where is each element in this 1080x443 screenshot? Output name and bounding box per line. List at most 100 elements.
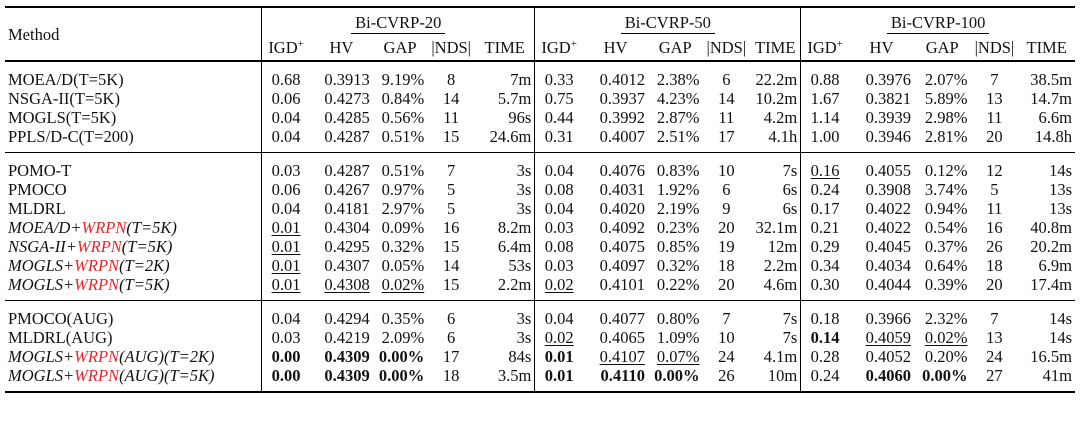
igd-cell: 0.06 bbox=[261, 89, 310, 108]
method-cell: MOGLS+WRPN(T=5K) bbox=[8, 275, 170, 294]
hv-cell: 0.4219 bbox=[324, 328, 370, 347]
nds-cell: 6 bbox=[427, 300, 476, 328]
column-header-hv-g2: HV bbox=[869, 37, 894, 57]
gap-cell: 2.97% bbox=[381, 199, 425, 218]
nds-cell: 20 bbox=[718, 218, 735, 237]
column-header-gap-g1: GAP bbox=[658, 37, 692, 57]
hv-cell: 0.4304 bbox=[324, 218, 370, 237]
igd-cell: 0.00 bbox=[261, 347, 310, 366]
igd-cell: 0.03 bbox=[261, 152, 310, 180]
gap-cell: 0.80% bbox=[647, 300, 703, 328]
gap-cell: 2.07% bbox=[913, 60, 971, 89]
hv-cell: 0.4267 bbox=[324, 180, 370, 199]
hv-cell: 0.4295 bbox=[324, 237, 370, 256]
igd-cell: 0.04 bbox=[261, 108, 310, 127]
gap-cell: 0.83% bbox=[647, 152, 703, 180]
hv-cell: 0.4110 bbox=[583, 366, 648, 393]
hv-cell: 0.4077 bbox=[583, 300, 648, 328]
nds-cell: 11 bbox=[718, 108, 735, 127]
igd-cell: 0.03 bbox=[534, 218, 583, 237]
hv-cell: 0.3908 bbox=[865, 180, 911, 199]
time-cell: 3s bbox=[475, 152, 535, 180]
hv-cell: 0.4287 bbox=[309, 152, 373, 180]
group-header-bicvrp50: Bi-CVRP-50 bbox=[534, 6, 801, 34]
gap-cell: 0.35% bbox=[372, 300, 428, 328]
gap-cell: 1.92% bbox=[656, 180, 700, 199]
time-cell: 53s bbox=[508, 256, 532, 275]
gap-cell: 0.32% bbox=[381, 237, 425, 256]
gap-cell: 2.32% bbox=[913, 300, 971, 328]
time-cell: 40.8m bbox=[1030, 218, 1072, 237]
nds-cell: 13 bbox=[986, 328, 1003, 347]
igd-cell: 0.88 bbox=[800, 60, 849, 89]
time-cell: 6.6m bbox=[1038, 108, 1072, 127]
column-header-hv-g0: HV bbox=[329, 37, 354, 57]
time-cell: 17.4m bbox=[1030, 275, 1072, 294]
time-cell: 4.1h bbox=[768, 127, 798, 146]
hv-cell: 0.4052 bbox=[865, 347, 911, 366]
hv-cell: 0.4101 bbox=[599, 275, 645, 294]
igd-cell: 0.18 bbox=[800, 300, 849, 328]
method-cell: MLDRL bbox=[8, 199, 66, 218]
nds-cell: 17 bbox=[718, 127, 735, 146]
time-cell: 5.7m bbox=[497, 89, 532, 108]
gap-cell: 2.98% bbox=[924, 108, 968, 127]
method-cell: MOGLS(T=5K) bbox=[8, 108, 117, 127]
gap-cell: 0.02% bbox=[924, 328, 968, 347]
igd-cell: 1.67 bbox=[800, 89, 849, 108]
gap-cell: 4.23% bbox=[656, 89, 700, 108]
nds-cell: 7 bbox=[970, 300, 1019, 328]
igd-cell: 0.04 bbox=[261, 127, 310, 153]
igd-cell: 0.28 bbox=[800, 347, 849, 366]
time-cell: 2.2m bbox=[497, 275, 532, 294]
igd-cell: 0.03 bbox=[534, 256, 583, 275]
nds-cell: 13 bbox=[986, 89, 1003, 108]
igd-cell: 0.02 bbox=[534, 328, 583, 347]
gap-cell: 0.00% bbox=[378, 347, 425, 366]
time-cell: 6.9m bbox=[1038, 256, 1072, 275]
column-header-igd-g2: IGD+ bbox=[800, 34, 849, 61]
igd-cell: 0.24 bbox=[800, 366, 849, 393]
gap-cell: 0.84% bbox=[381, 89, 425, 108]
igd-cell: 0.21 bbox=[800, 218, 849, 237]
gap-cell: 0.12% bbox=[913, 152, 971, 180]
gap-cell: 0.05% bbox=[381, 256, 425, 275]
time-cell: 4.1m bbox=[763, 347, 798, 366]
time-cell: 2.2m bbox=[763, 256, 798, 275]
hv-cell: 0.3939 bbox=[865, 108, 911, 127]
hv-cell: 0.4059 bbox=[865, 328, 911, 347]
nds-cell: 16 bbox=[442, 218, 460, 237]
column-header-gap-g0: GAP bbox=[383, 37, 417, 57]
igd-cell: 0.14 bbox=[800, 328, 849, 347]
igd-cell: 0.08 bbox=[534, 180, 583, 199]
column-header-gap-g2: GAP bbox=[925, 37, 959, 57]
nds-cell: 14 bbox=[718, 89, 735, 108]
method-cell: PPLS/D-C(T=200) bbox=[8, 127, 134, 146]
column-header-nds-g1: |NDS| bbox=[706, 37, 747, 57]
hv-cell: 0.4055 bbox=[848, 152, 914, 180]
time-cell: 6.4m bbox=[497, 237, 532, 256]
igd-cell: 0.01 bbox=[534, 366, 583, 393]
nds-cell: 20 bbox=[986, 127, 1003, 146]
nds-cell: 26 bbox=[702, 366, 751, 393]
nds-cell: 7 bbox=[702, 300, 751, 328]
table-row: MOGLS(T=5K) 0.04 0.4285 0.56% 11 96s 0.44 0.399… bbox=[5, 108, 1075, 127]
nds-cell: 15 bbox=[442, 237, 460, 256]
hv-cell: 0.4065 bbox=[599, 328, 645, 347]
column-header-row: IGD+ HV GAP |NDS| TIME IGD+ HV GAP |NDS| TIME IGD+… bbox=[5, 34, 1075, 61]
gap-cell: 3.74% bbox=[924, 180, 968, 199]
hv-cell: 0.4097 bbox=[599, 256, 645, 275]
group-header-bicvrp100: Bi-CVRP-100 bbox=[800, 6, 1075, 34]
hv-cell: 0.4287 bbox=[324, 127, 370, 146]
time-cell: 14s bbox=[1049, 328, 1072, 347]
table-row: PMOCO 0.06 0.4267 0.97% 5 3s 0.08 0.4031 1.92% 6 6… bbox=[5, 180, 1075, 199]
hv-cell: 0.4022 bbox=[865, 218, 911, 237]
nds-cell: 11 bbox=[443, 108, 460, 127]
igd-cell: 0.04 bbox=[534, 199, 583, 218]
time-cell: 38.5m bbox=[1018, 60, 1075, 89]
nds-cell: 6 bbox=[722, 180, 731, 199]
nds-cell: 7 bbox=[970, 60, 1019, 89]
nds-cell: 27 bbox=[970, 366, 1019, 393]
hv-cell: 0.4034 bbox=[865, 256, 911, 275]
hv-cell: 0.4076 bbox=[583, 152, 648, 180]
